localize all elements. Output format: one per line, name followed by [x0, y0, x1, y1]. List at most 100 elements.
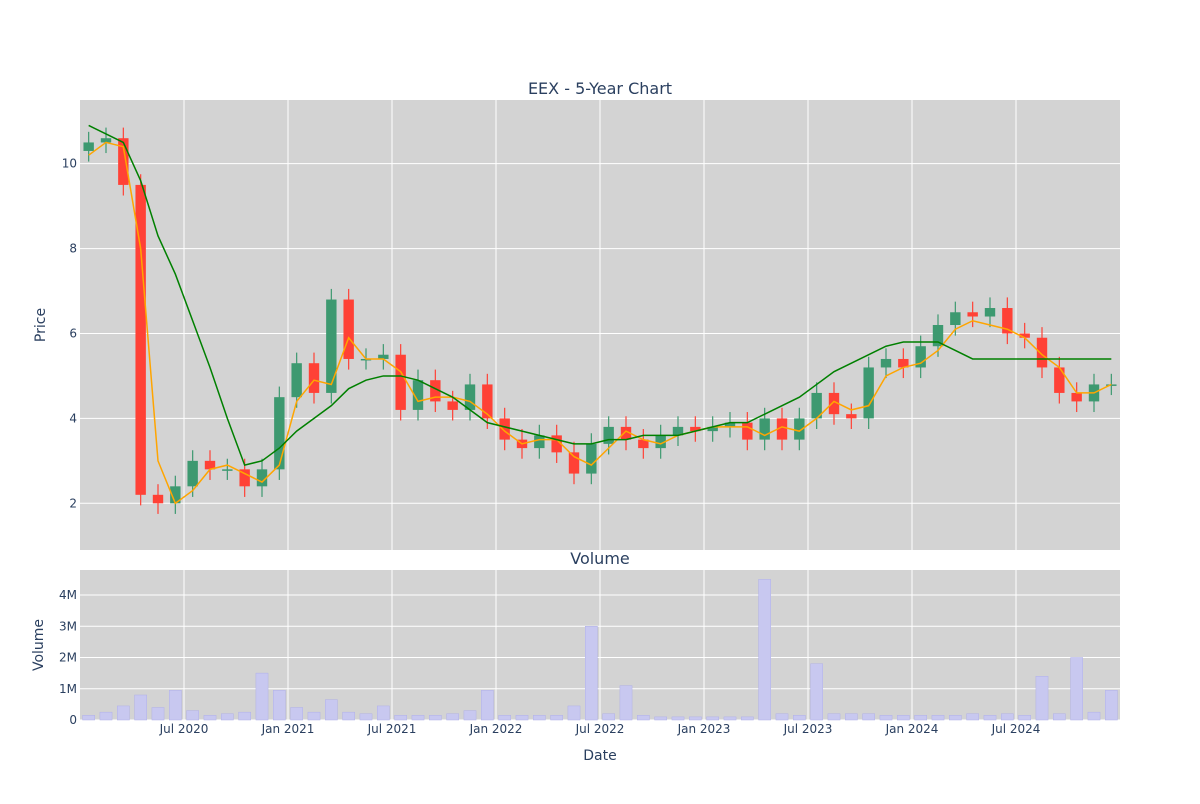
candle-body	[118, 138, 129, 185]
volume-bar	[1018, 715, 1031, 721]
volume-bar	[637, 715, 650, 721]
price-y-tick-label: 4	[69, 411, 77, 425]
volume-bar	[134, 694, 147, 721]
volume-bar	[1035, 676, 1049, 721]
candle-body	[759, 418, 770, 440]
volume-bar	[983, 715, 997, 721]
volume-bar	[897, 715, 910, 721]
candle-body	[83, 142, 94, 151]
volume-x-tick-label: Jan 2024	[885, 722, 939, 736]
volume-bar	[585, 626, 598, 721]
candle-body	[620, 426, 632, 440]
volume-bar	[602, 713, 615, 721]
candle-body	[239, 469, 250, 487]
candle-body	[724, 422, 736, 427]
candle-body	[880, 358, 892, 368]
volume-y-tick-label: 4M	[59, 588, 77, 602]
volume-bar	[793, 715, 806, 721]
candle-body	[412, 380, 424, 410]
volume-bars	[82, 579, 1118, 721]
volume-x-tick-label: Jan 2023	[677, 722, 731, 736]
volume-y-tick-label: 1M	[59, 682, 77, 696]
long-moving-average-line	[88, 124, 1112, 466]
candle-body	[499, 418, 510, 440]
volume-y-tick-label: 3M	[59, 619, 77, 633]
candle-body	[984, 308, 996, 317]
candle-body	[1002, 308, 1013, 334]
volume-bar	[723, 716, 737, 721]
price-moving-averages	[88, 124, 1112, 505]
volume-x-tick-label: Jul 2021	[367, 722, 417, 736]
volume-chart-title: Volume	[570, 549, 630, 568]
candle-body	[135, 184, 146, 495]
volume-bar	[1053, 713, 1066, 721]
price-y-tick-label: 6	[69, 326, 77, 340]
volume-x-tick-label: Jul 2020	[159, 722, 209, 736]
volume-x-tick-label: Jan 2022	[469, 722, 523, 736]
volume-x-tick-label: Jul 2022	[575, 722, 625, 736]
candle-body	[1071, 392, 1082, 402]
volume-x-tick-label: Jul 2024	[991, 722, 1041, 736]
volume-bar	[567, 705, 581, 721]
candle-body	[187, 460, 198, 487]
candle-body	[551, 435, 562, 453]
volume-bar	[446, 713, 459, 721]
volume-bar	[949, 715, 962, 721]
volume-bar	[706, 716, 719, 721]
volume-bar	[515, 715, 529, 721]
volume-bar	[377, 705, 390, 721]
candle-body	[430, 380, 441, 402]
volume-x-tick-label: Jul 2023	[783, 722, 833, 736]
candle-body	[1054, 367, 1065, 393]
volume-gridlines	[80, 570, 1120, 721]
candle-body	[447, 401, 458, 410]
volume-bar	[914, 715, 927, 721]
volume-bar	[1001, 713, 1014, 721]
volume-bar	[394, 715, 407, 721]
volume-bar	[550, 715, 563, 721]
volume-bar	[619, 685, 633, 721]
volume-bar	[1087, 711, 1101, 721]
candle-body	[170, 486, 181, 504]
volume-bar	[186, 710, 199, 721]
candle-body	[395, 354, 406, 410]
price-y-tick-labels: 2 4 6 8 10	[62, 157, 77, 511]
volume-bar	[290, 707, 303, 721]
volume-bar	[671, 716, 685, 721]
volume-bar	[775, 713, 789, 721]
price-y-tick-label: 10	[62, 157, 77, 171]
price-chart-title: EEX - 5-Year Chart	[528, 79, 672, 98]
candle-body	[222, 469, 233, 471]
candle-body	[308, 363, 320, 393]
volume-bar	[1070, 657, 1083, 721]
volume-bar	[966, 713, 979, 721]
candle-body	[152, 494, 164, 504]
price-y-tick-label: 8	[69, 242, 77, 256]
price-candles	[83, 127, 1117, 514]
candle-body	[586, 443, 597, 474]
candle-body	[100, 138, 112, 143]
volume-y-axis-label: Volume	[31, 619, 47, 671]
candle-body	[326, 299, 337, 393]
candle-body	[794, 418, 805, 440]
price-y-axis-label: Price	[33, 308, 49, 342]
volume-x-tick-label: Jan 2021	[261, 722, 315, 736]
volume-bar	[463, 710, 477, 721]
volume-bar	[359, 713, 373, 721]
candle-body	[256, 469, 268, 487]
volume-bar	[221, 713, 234, 721]
candle-body	[534, 435, 545, 449]
volume-bar	[758, 579, 771, 721]
candle-body	[603, 426, 614, 444]
candle-body	[638, 439, 649, 449]
volume-bar	[827, 713, 841, 721]
volume-bar	[169, 690, 182, 721]
candle-body	[690, 426, 701, 432]
price-y-tick-label: 2	[69, 496, 77, 510]
volume-bar	[862, 713, 875, 721]
candle-body	[846, 414, 857, 419]
volume-bar	[1105, 690, 1118, 721]
short-moving-average-line	[88, 141, 1112, 505]
volume-bar	[429, 715, 442, 721]
